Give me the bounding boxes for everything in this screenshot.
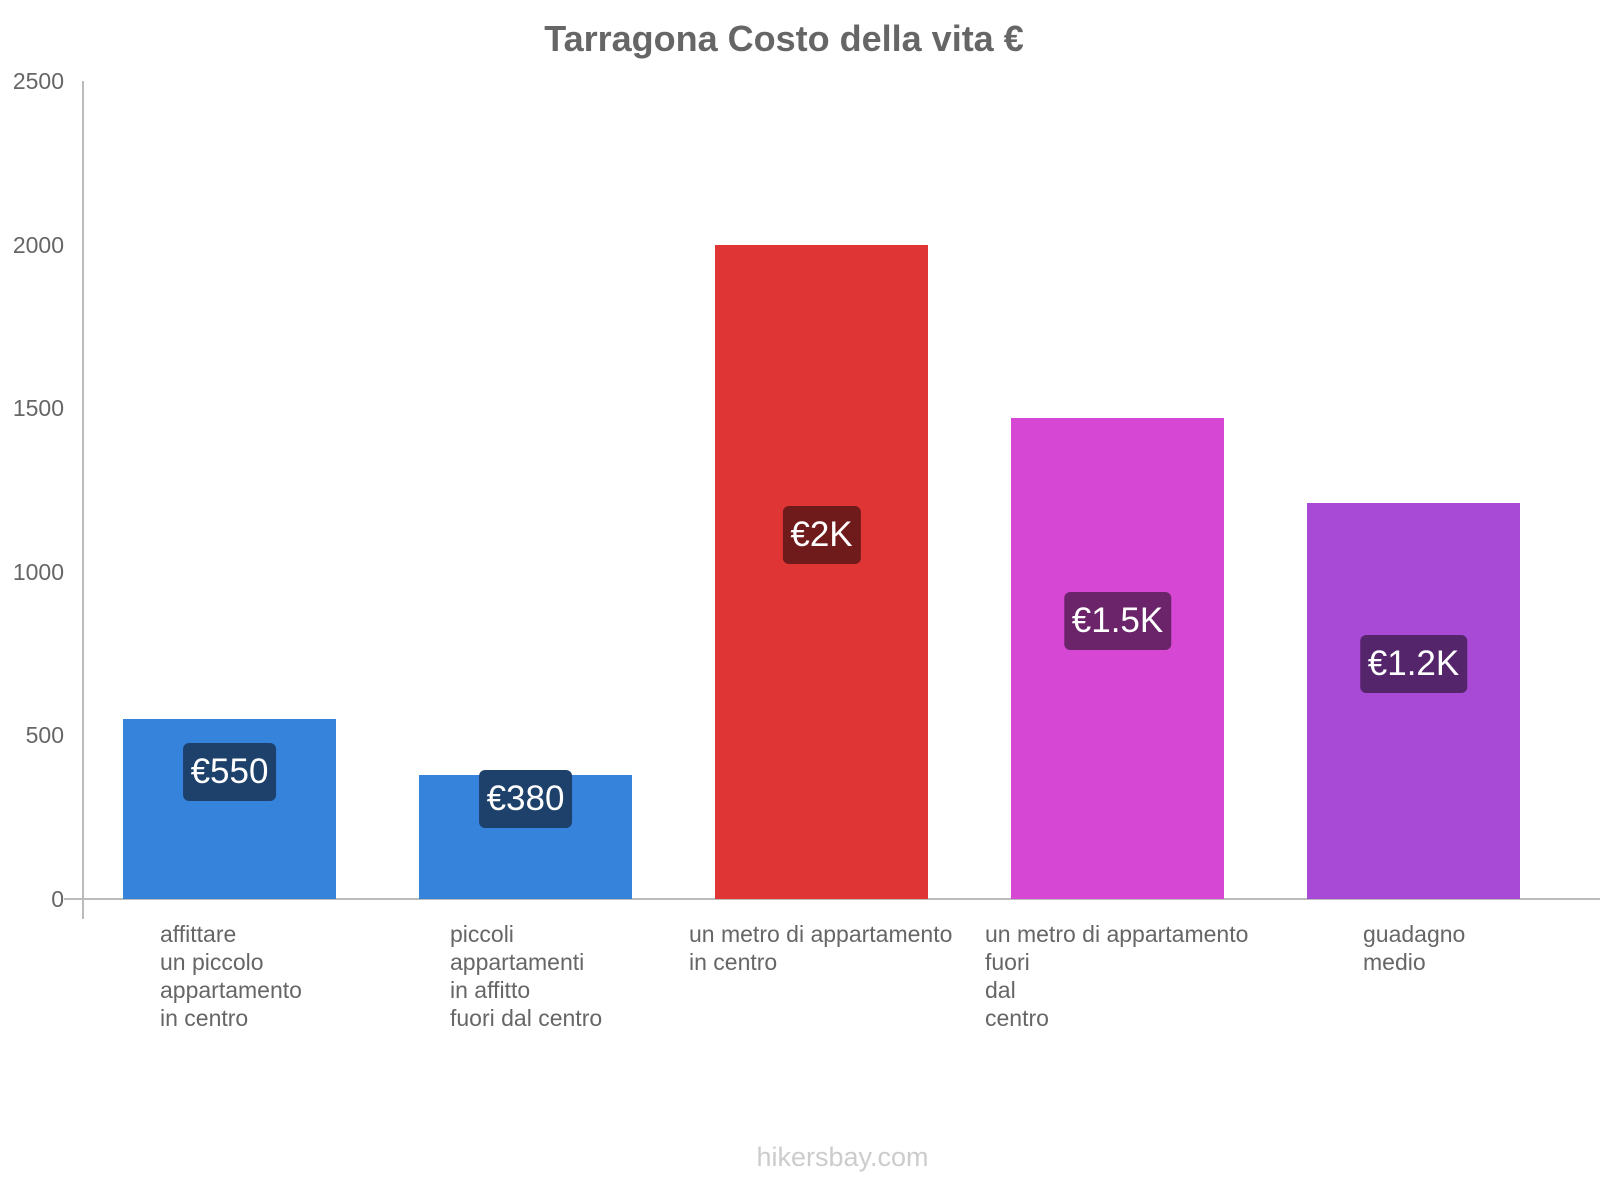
watermark: hikersbay.com <box>756 1142 929 1172</box>
x-category-label: un metro di appartamento in centro <box>689 921 953 975</box>
chart-title: Tarragona Costo della vita € <box>544 18 1024 59</box>
y-tick-label: 0 <box>51 886 64 912</box>
x-category-label: affittare un piccolo appartamento in cen… <box>160 921 302 1031</box>
bar-value-label: €2K <box>782 506 861 564</box>
y-tick-label: 1000 <box>12 558 64 585</box>
bar-value-label: €1.2K <box>1359 635 1468 693</box>
y-tick-label: 500 <box>25 722 64 749</box>
y-tick-label: 2500 <box>12 68 64 94</box>
x-category-label: guadagno medio <box>1363 921 1466 975</box>
x-axis-line <box>64 898 1600 900</box>
bar-value-label: €550 <box>182 743 277 801</box>
x-category-label: piccoli appartamenti in affitto fuori da… <box>450 921 603 1031</box>
y-axis-line <box>82 81 84 919</box>
x-category-label: un metro di appartamento fuori dal centr… <box>985 921 1249 1031</box>
bar-value-label: €380 <box>478 770 573 828</box>
bar[interactable] <box>715 244 928 899</box>
y-tick-label: 2000 <box>12 231 64 258</box>
bar-value-label: €1.5K <box>1063 592 1172 650</box>
y-tick-label: 1500 <box>12 395 64 422</box>
bar[interactable] <box>1307 503 1520 899</box>
bar[interactable] <box>1011 418 1224 899</box>
